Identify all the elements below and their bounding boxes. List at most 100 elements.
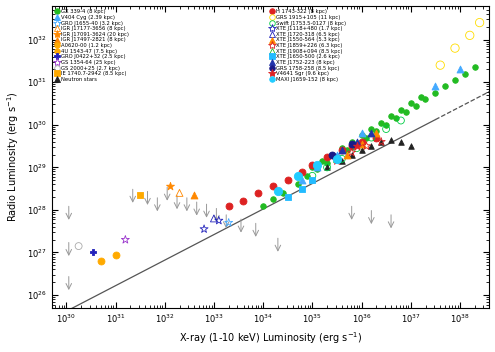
Point	[431, 84, 439, 89]
Point	[333, 154, 341, 159]
Point	[313, 166, 321, 172]
Point	[382, 122, 390, 127]
Point	[240, 199, 248, 204]
Point	[352, 143, 360, 149]
Point	[284, 177, 292, 183]
Point	[308, 173, 316, 179]
Point	[367, 126, 375, 132]
Point	[190, 192, 198, 198]
Point	[210, 216, 218, 221]
Point	[352, 145, 360, 151]
Point	[466, 32, 474, 38]
Point	[294, 173, 301, 179]
Point	[357, 139, 365, 145]
Point	[298, 169, 306, 174]
Point	[451, 77, 459, 83]
X-axis label: X-ray (1-10 keV) Luminosity (erg s$^{-1}$): X-ray (1-10 keV) Luminosity (erg s$^{-1}…	[179, 331, 362, 346]
Point	[441, 84, 449, 89]
Point	[279, 190, 287, 196]
Point	[323, 160, 331, 166]
Point	[352, 139, 360, 145]
Point	[347, 143, 355, 149]
Point	[338, 158, 346, 164]
Point	[357, 147, 365, 153]
Point	[412, 103, 420, 108]
Point	[387, 137, 395, 143]
Point	[225, 220, 233, 226]
Point	[377, 139, 385, 145]
Point	[372, 128, 380, 134]
Point	[200, 226, 208, 232]
Point	[333, 156, 341, 162]
Point	[274, 188, 282, 194]
Point	[303, 173, 311, 179]
Point	[402, 109, 410, 115]
Point	[431, 90, 439, 96]
Point	[347, 139, 355, 145]
Point	[382, 126, 390, 132]
Point	[111, 252, 119, 257]
Point	[318, 158, 326, 164]
Point	[461, 71, 469, 76]
Point	[476, 20, 484, 25]
Point	[417, 94, 425, 100]
Point	[338, 147, 346, 153]
Point	[387, 113, 395, 119]
Point	[298, 177, 306, 183]
Point	[294, 182, 301, 187]
Point	[357, 141, 365, 147]
Point	[451, 45, 459, 51]
Point	[367, 143, 375, 149]
Point	[347, 152, 355, 157]
Point	[343, 147, 351, 153]
Point	[90, 250, 98, 255]
Point	[313, 164, 321, 170]
Point	[313, 162, 321, 168]
Point	[298, 186, 306, 191]
Point	[343, 152, 351, 157]
Point	[397, 139, 405, 145]
Point	[392, 115, 400, 121]
Point	[352, 141, 360, 147]
Point	[333, 158, 341, 164]
Point	[136, 192, 144, 198]
Point	[323, 164, 331, 170]
Point	[284, 194, 292, 200]
Point	[357, 133, 365, 138]
Point	[422, 96, 430, 102]
Point	[347, 150, 355, 155]
Point	[367, 131, 375, 136]
Point	[362, 143, 370, 149]
Point	[121, 237, 129, 243]
Point	[254, 190, 262, 196]
Point	[323, 164, 331, 170]
Point	[225, 203, 233, 208]
Point	[362, 135, 370, 140]
Point	[97, 258, 105, 264]
Point	[308, 177, 316, 183]
Point	[407, 143, 415, 149]
Point	[338, 145, 346, 151]
Point	[338, 156, 346, 162]
Point	[75, 243, 83, 249]
Legend: H 1743-322 (8 kpc), GRS 1915+105 (11 kpc), Swift J1753.5-0127 (8 kpc), XTE J1118: H 1743-322 (8 kpc), GRS 1915+105 (11 kpc…	[269, 8, 347, 83]
Point	[372, 135, 380, 140]
Point	[269, 196, 277, 202]
Point	[269, 184, 277, 189]
Point	[357, 131, 365, 136]
Point	[323, 154, 331, 159]
Point	[259, 203, 267, 208]
Point	[456, 67, 464, 72]
Point	[328, 152, 336, 157]
Point	[347, 141, 355, 147]
Point	[308, 162, 316, 168]
Point	[328, 152, 336, 157]
Point	[407, 101, 415, 106]
Y-axis label: Radio Luminosity (erg s$^{-1}$): Radio Luminosity (erg s$^{-1}$)	[5, 91, 21, 222]
Point	[397, 107, 405, 113]
Point	[372, 131, 380, 136]
Point	[333, 156, 341, 162]
Point	[367, 135, 375, 140]
Point	[166, 184, 174, 189]
Point	[397, 118, 405, 123]
